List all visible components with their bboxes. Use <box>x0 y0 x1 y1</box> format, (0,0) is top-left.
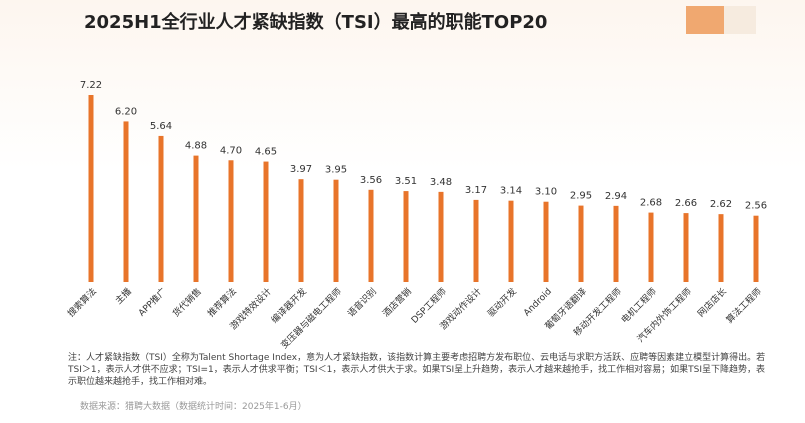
x-tick-label: 主播 <box>113 285 134 306</box>
bar <box>263 161 269 282</box>
x-tick-label: 货代销售 <box>170 285 204 319</box>
value-label: 3.10 <box>535 187 557 198</box>
value-label: 4.70 <box>220 145 242 156</box>
chart-title: 2025H1全行业人才紧缺指数（TSI）最高的职能TOP20 <box>84 11 547 33</box>
bar <box>333 179 339 282</box>
value-label: 3.17 <box>465 185 487 196</box>
bar <box>613 205 619 282</box>
decor <box>686 6 724 34</box>
x-tick-label: 语音识别 <box>345 285 379 319</box>
bar <box>403 191 409 282</box>
value-label: 3.48 <box>430 177 452 188</box>
x-tick-label: 算法工程师 <box>724 285 764 325</box>
source: 数据来源：猎聘大数据（数据统计时间：2025年1-6月） <box>80 402 307 412</box>
x-tick-label: 搜索算法 <box>65 285 99 319</box>
value-label: 3.97 <box>290 164 312 175</box>
x-tick-label: 酒店营销 <box>380 285 414 319</box>
value-label: 2.95 <box>570 191 592 202</box>
bar <box>193 155 199 282</box>
bar <box>473 199 479 282</box>
bar <box>298 179 304 282</box>
value-label: 2.62 <box>710 199 732 210</box>
bar <box>368 189 374 282</box>
value-label: 3.95 <box>325 165 347 176</box>
value-label: 6.20 <box>115 106 137 117</box>
bar <box>718 214 724 282</box>
bar <box>508 200 514 282</box>
bar <box>228 160 234 282</box>
note: 注：人才紧缺指数（TSI）全称为Talent Shortage Index，意为… <box>68 353 766 387</box>
value-label: 2.68 <box>640 198 662 209</box>
value-label: 3.51 <box>395 176 417 187</box>
bar <box>578 205 584 282</box>
x-tick-label: 网店店长 <box>695 285 729 319</box>
x-tick-label: 变压器与磁电工程师 <box>278 285 344 351</box>
value-label: 2.94 <box>605 191 627 202</box>
bar <box>88 95 94 282</box>
value-label: 4.88 <box>185 141 207 152</box>
bar <box>683 213 689 282</box>
bar <box>648 212 654 282</box>
bar <box>123 121 129 282</box>
value-label: 7.22 <box>80 80 102 91</box>
bar <box>543 201 549 282</box>
x-tick-label: Android <box>522 287 554 319</box>
value-label: 3.14 <box>500 186 522 197</box>
bar <box>158 135 164 282</box>
value-label: 5.64 <box>150 121 172 132</box>
value-label: 2.66 <box>675 198 697 209</box>
x-tick-label: 驱动开发 <box>485 285 519 319</box>
bar <box>438 191 444 282</box>
bar <box>753 215 759 282</box>
value-label: 4.65 <box>255 147 277 158</box>
value-label: 3.56 <box>360 175 382 186</box>
value-label: 2.56 <box>745 201 767 212</box>
x-tick-label: 推荐算法 <box>205 285 239 319</box>
decor <box>724 6 756 34</box>
x-tick-label: APP推广 <box>136 285 169 318</box>
